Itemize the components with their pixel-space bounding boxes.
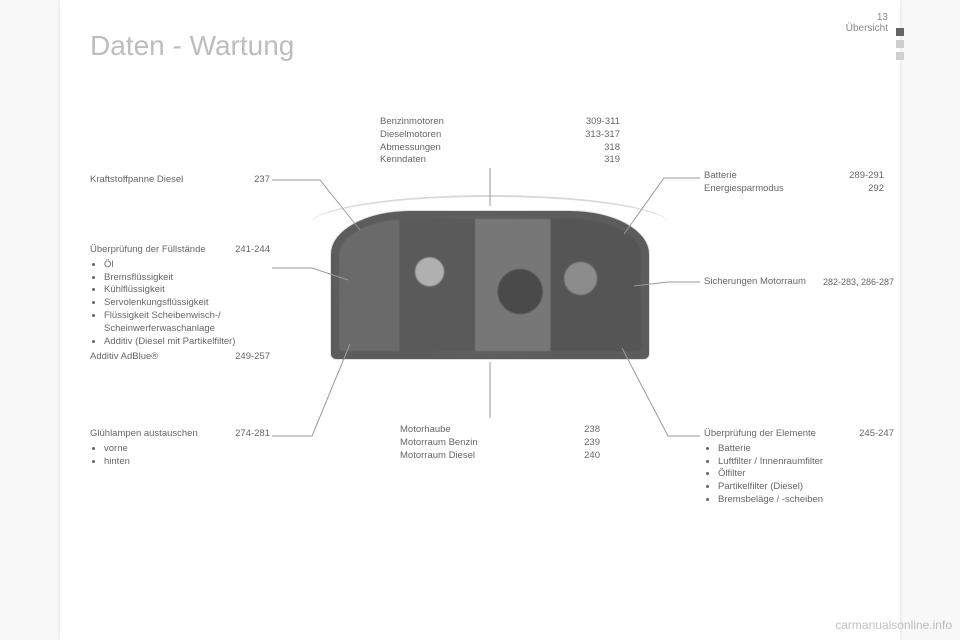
ref-label: Kraftstoffpanne Diesel <box>90 174 183 187</box>
page: 13 Übersicht Daten - Wartung Ben <box>60 0 900 640</box>
list-item: Kühlflüssigkeit <box>104 284 270 297</box>
spec-label: Abmessungen <box>380 142 441 155</box>
header-right: 13 Übersicht <box>846 12 888 34</box>
ref-pages: 240 <box>584 450 600 463</box>
engine-bay-image <box>330 210 650 360</box>
ref-pages: 274-281 <box>235 428 270 441</box>
ref-label: Motorraum Benzin <box>400 437 478 450</box>
spec-pages: 313-317 <box>585 129 620 142</box>
ref-bullets: Öl Bremsflüssigkeit Kühlflüssigkeit Serv… <box>90 259 270 349</box>
spec-pages: 309-311 <box>586 116 620 129</box>
list-item: Batterie <box>718 443 894 456</box>
ref-label: Motorhaube <box>400 424 451 437</box>
ref-pages: 292 <box>868 183 884 196</box>
page-title: Daten - Wartung <box>90 30 294 62</box>
ref-block-levels: Überprüfung der Füllstände 241-244 Öl Bre… <box>90 244 270 363</box>
list-item: Luftfilter / Innenraumfilter <box>718 456 894 469</box>
ref-pages: 282-283, 286-287 <box>823 276 894 289</box>
ref-label: Glühlampen austauschen <box>90 428 198 441</box>
list-item: vorne <box>104 443 270 456</box>
list-item: Ölfilter <box>718 468 894 481</box>
ref-pages: 241-244 <box>235 244 270 257</box>
ref-pages: 237 <box>254 174 270 187</box>
spec-label: Dieselmotoren <box>380 129 441 142</box>
ref-pages: 238 <box>584 424 600 437</box>
side-marker-squares <box>896 28 906 64</box>
list-item: Partikelfilter (Diesel) <box>718 481 894 494</box>
list-item: hinten <box>104 456 270 469</box>
list-item: Flüssigkeit Scheibenwisch-/ Scheinwerfer… <box>104 310 270 336</box>
ref-block-battery: Batterie 289-291 Energiesparmodus 292 <box>704 170 884 196</box>
ref-label: Überprüfung der Füllstände <box>90 244 206 257</box>
ref-label: Motorraum Diesel <box>400 450 475 463</box>
list-item: Bremsflüssigkeit <box>104 272 270 285</box>
ref-label: Batterie <box>704 170 737 183</box>
list-item: Öl <box>104 259 270 272</box>
ref-pages: 245-247 <box>859 428 894 441</box>
ref-block-fuel: Kraftstoffpanne Diesel 237 <box>90 174 270 187</box>
ref-block-checks: Überprüfung der Elemente 245-247 Batterie… <box>704 428 894 507</box>
spec-pages: 319 <box>604 154 620 167</box>
page-number: 13 <box>846 12 888 23</box>
spec-list-top: Benzinmotoren 309-311 Dieselmotoren 313-31… <box>380 116 620 167</box>
ref-pages: 239 <box>584 437 600 450</box>
ref-label: Sicherungen Motorraum <box>704 276 806 289</box>
ref-label: Energiesparmodus <box>704 183 784 196</box>
spec-label: Kenndaten <box>380 154 426 167</box>
ref-bullets: Batterie Luftfilter / Innenraumfilter Öl… <box>704 443 894 507</box>
watermark: carmanualsonline.info <box>835 618 952 632</box>
ref-block-fuses: Sicherungen Motorraum 282-283, 286-287 <box>704 276 894 289</box>
ref-pages: 249-257 <box>235 351 270 364</box>
list-item: Additiv (Diesel mit Partikelfilter) <box>104 336 270 349</box>
ref-block-bulbs: Glühlampen austauschen 274-281 vorne hint… <box>90 428 270 468</box>
section-name: Übersicht <box>846 23 888 34</box>
ref-bullets: vorne hinten <box>90 443 270 469</box>
spec-pages: 318 <box>604 142 620 155</box>
ref-label: Überprüfung der Elemente <box>704 428 816 441</box>
spec-label: Benzinmotoren <box>380 116 444 129</box>
ref-pages: 289-291 <box>849 170 884 183</box>
list-item: Servolenkungsflüssigkeit <box>104 297 270 310</box>
ref-block-engine: Motorhaube 238 Motorraum Benzin 239 Motorr… <box>400 424 600 462</box>
ref-label: Additiv AdBlue® <box>90 351 158 364</box>
list-item: Bremsbeläge / -scheiben <box>718 494 894 507</box>
